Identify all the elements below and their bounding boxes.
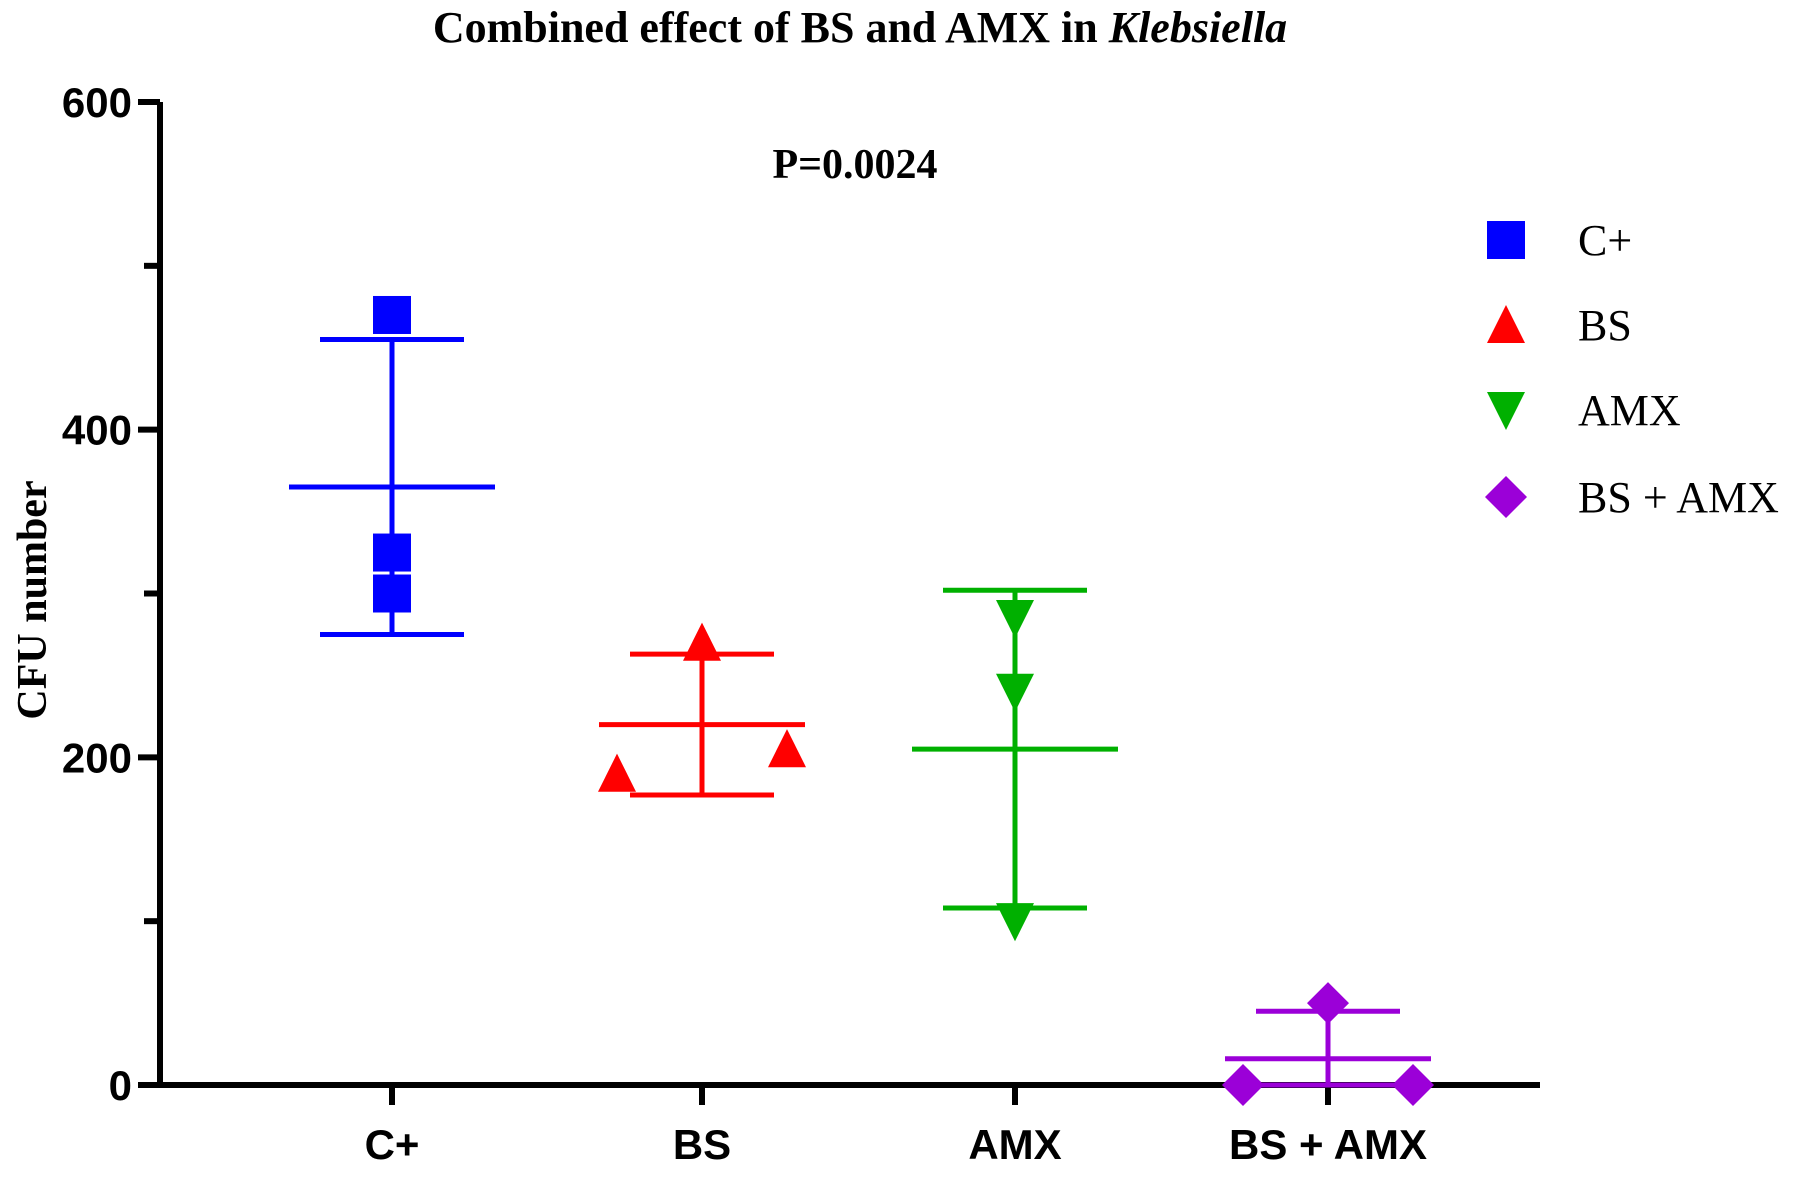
y-axis-ticks: 0 200 400 600 — [62, 79, 160, 1109]
p-value-annotation: P=0.0024 — [772, 142, 937, 188]
y-tick-label: 200 — [62, 734, 132, 781]
legend-marker — [1487, 221, 1525, 259]
legend-marker — [1485, 476, 1527, 518]
series-group — [289, 295, 495, 637]
x-tick-label: BS — [673, 1121, 731, 1168]
data-point — [1307, 982, 1349, 1025]
legend-item: C+ — [1487, 216, 1632, 265]
legend-label: BS + AMX — [1578, 473, 1779, 522]
y-tick-label: 400 — [62, 407, 132, 454]
data-point — [768, 729, 806, 768]
legend: C+ BS AMX BS + AMX — [1485, 216, 1779, 522]
data-point — [373, 533, 411, 572]
legend-item: BS — [1487, 301, 1632, 350]
legend-label: AMX — [1578, 386, 1681, 435]
data-point — [1392, 1064, 1434, 1106]
legend-label: BS — [1578, 301, 1632, 350]
y-axis-label: CFU number — [10, 480, 56, 719]
legend-item: BS + AMX — [1485, 473, 1779, 522]
x-tick-label: BS + AMX — [1229, 1121, 1427, 1168]
legend-item: AMX — [1487, 386, 1681, 435]
data-point — [683, 622, 721, 661]
data-point — [996, 903, 1034, 942]
legend-marker — [1487, 391, 1525, 431]
x-axis-ticks: C+ BS AMX BS + AMX — [365, 1085, 1427, 1168]
x-tick-label: AMX — [968, 1121, 1061, 1168]
data-point — [373, 574, 411, 613]
x-tick-label: C+ — [365, 1121, 420, 1168]
series-layer — [289, 295, 1434, 1106]
series-group — [912, 587, 1118, 942]
chart-title: Combined effect of BS and AMX in Klebsie… — [433, 3, 1287, 52]
data-point — [1222, 1064, 1264, 1106]
axes — [157, 102, 1540, 1088]
y-tick-label: 0 — [109, 1062, 132, 1109]
data-point — [598, 753, 636, 792]
data-point — [373, 295, 411, 334]
series-group — [1222, 982, 1434, 1106]
series-group — [598, 622, 806, 798]
legend-label: C+ — [1578, 216, 1632, 265]
legend-marker — [1487, 304, 1525, 344]
data-point — [996, 600, 1034, 639]
y-tick-label: 600 — [62, 79, 132, 126]
data-point — [996, 673, 1034, 712]
